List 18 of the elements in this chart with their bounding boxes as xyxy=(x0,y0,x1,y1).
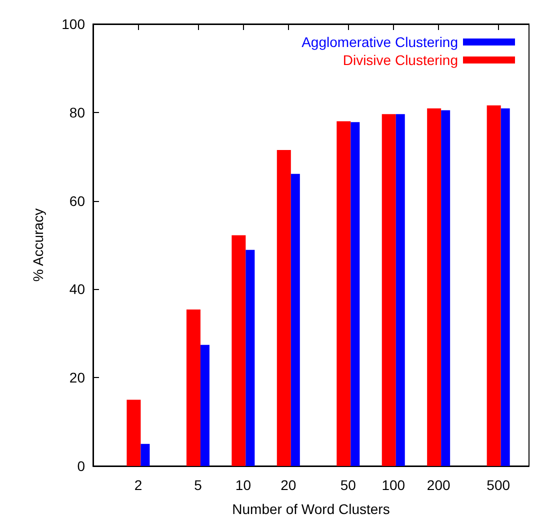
legend-label: Divisive Clustering xyxy=(342,52,458,68)
y-tick-label: 40 xyxy=(69,281,86,298)
x-axis-title: Number of Word Clusters xyxy=(232,501,390,517)
x-tick-label: 50 xyxy=(340,477,356,493)
x-tick-label: 2 xyxy=(134,477,142,493)
x-tick-label: 500 xyxy=(486,477,510,493)
y-tick-label: 80 xyxy=(69,104,86,120)
legend-label: Agglomerative Clustering xyxy=(302,34,458,50)
x-tick-label: 10 xyxy=(235,477,252,493)
y-tick-label: 60 xyxy=(69,192,86,209)
y-tick-label: 100 xyxy=(62,16,86,32)
x-tick-label: 5 xyxy=(194,477,202,493)
y-tick-label: 20 xyxy=(69,370,86,386)
x-tick-label: 20 xyxy=(280,477,296,493)
x-tick-label: 200 xyxy=(426,477,450,493)
y-axis-title: % Accuracy xyxy=(30,208,46,282)
x-tick-label: 100 xyxy=(382,477,406,493)
y-tick-label: 0 xyxy=(77,458,86,474)
